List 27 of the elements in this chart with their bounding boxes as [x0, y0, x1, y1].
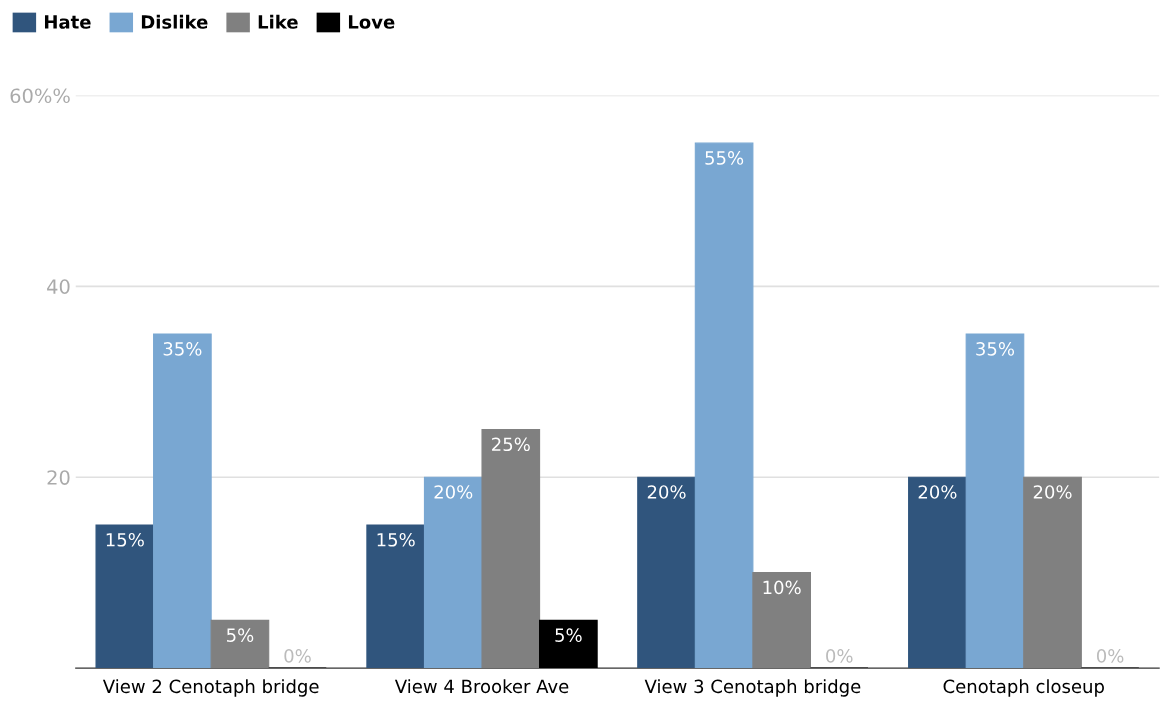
data-label: 0% — [284, 649, 311, 663]
legend-label: Like — [258, 14, 298, 29]
y-tick-label: 40 — [47, 279, 70, 294]
legend-label: Hate — [44, 15, 91, 29]
data-label: 5% — [555, 628, 582, 642]
data-label: 35% — [163, 342, 202, 356]
x-tick-label: Cenotaph closeup — [943, 679, 1104, 697]
data-label: 0% — [1096, 649, 1124, 663]
data-label: 5% — [227, 628, 254, 642]
y-tick-label: 20 — [47, 470, 70, 485]
legend-label: Love — [348, 15, 395, 29]
x-tick-label: View 3 Cenotaph bridge — [644, 679, 861, 697]
data-label: 20% — [918, 485, 957, 499]
data-label: 25% — [492, 437, 530, 452]
data-label: 0% — [826, 649, 853, 663]
data-label: 20% — [647, 485, 686, 499]
data-label: 20% — [1033, 485, 1072, 499]
x-tick-label: View 2 Cenotaph bridge — [102, 679, 319, 697]
x-tick-label: View 4 Brooker Ave — [394, 679, 569, 694]
data-label: 15% — [106, 532, 144, 547]
data-label: 35% — [976, 342, 1015, 356]
data-label: 15% — [377, 532, 415, 547]
data-label: 10% — [763, 580, 801, 595]
legend-label: Dislike — [141, 14, 208, 29]
y-tick-label: 60%% — [10, 88, 70, 104]
data-label: 55% — [705, 151, 744, 165]
data-label: 20% — [434, 485, 473, 499]
